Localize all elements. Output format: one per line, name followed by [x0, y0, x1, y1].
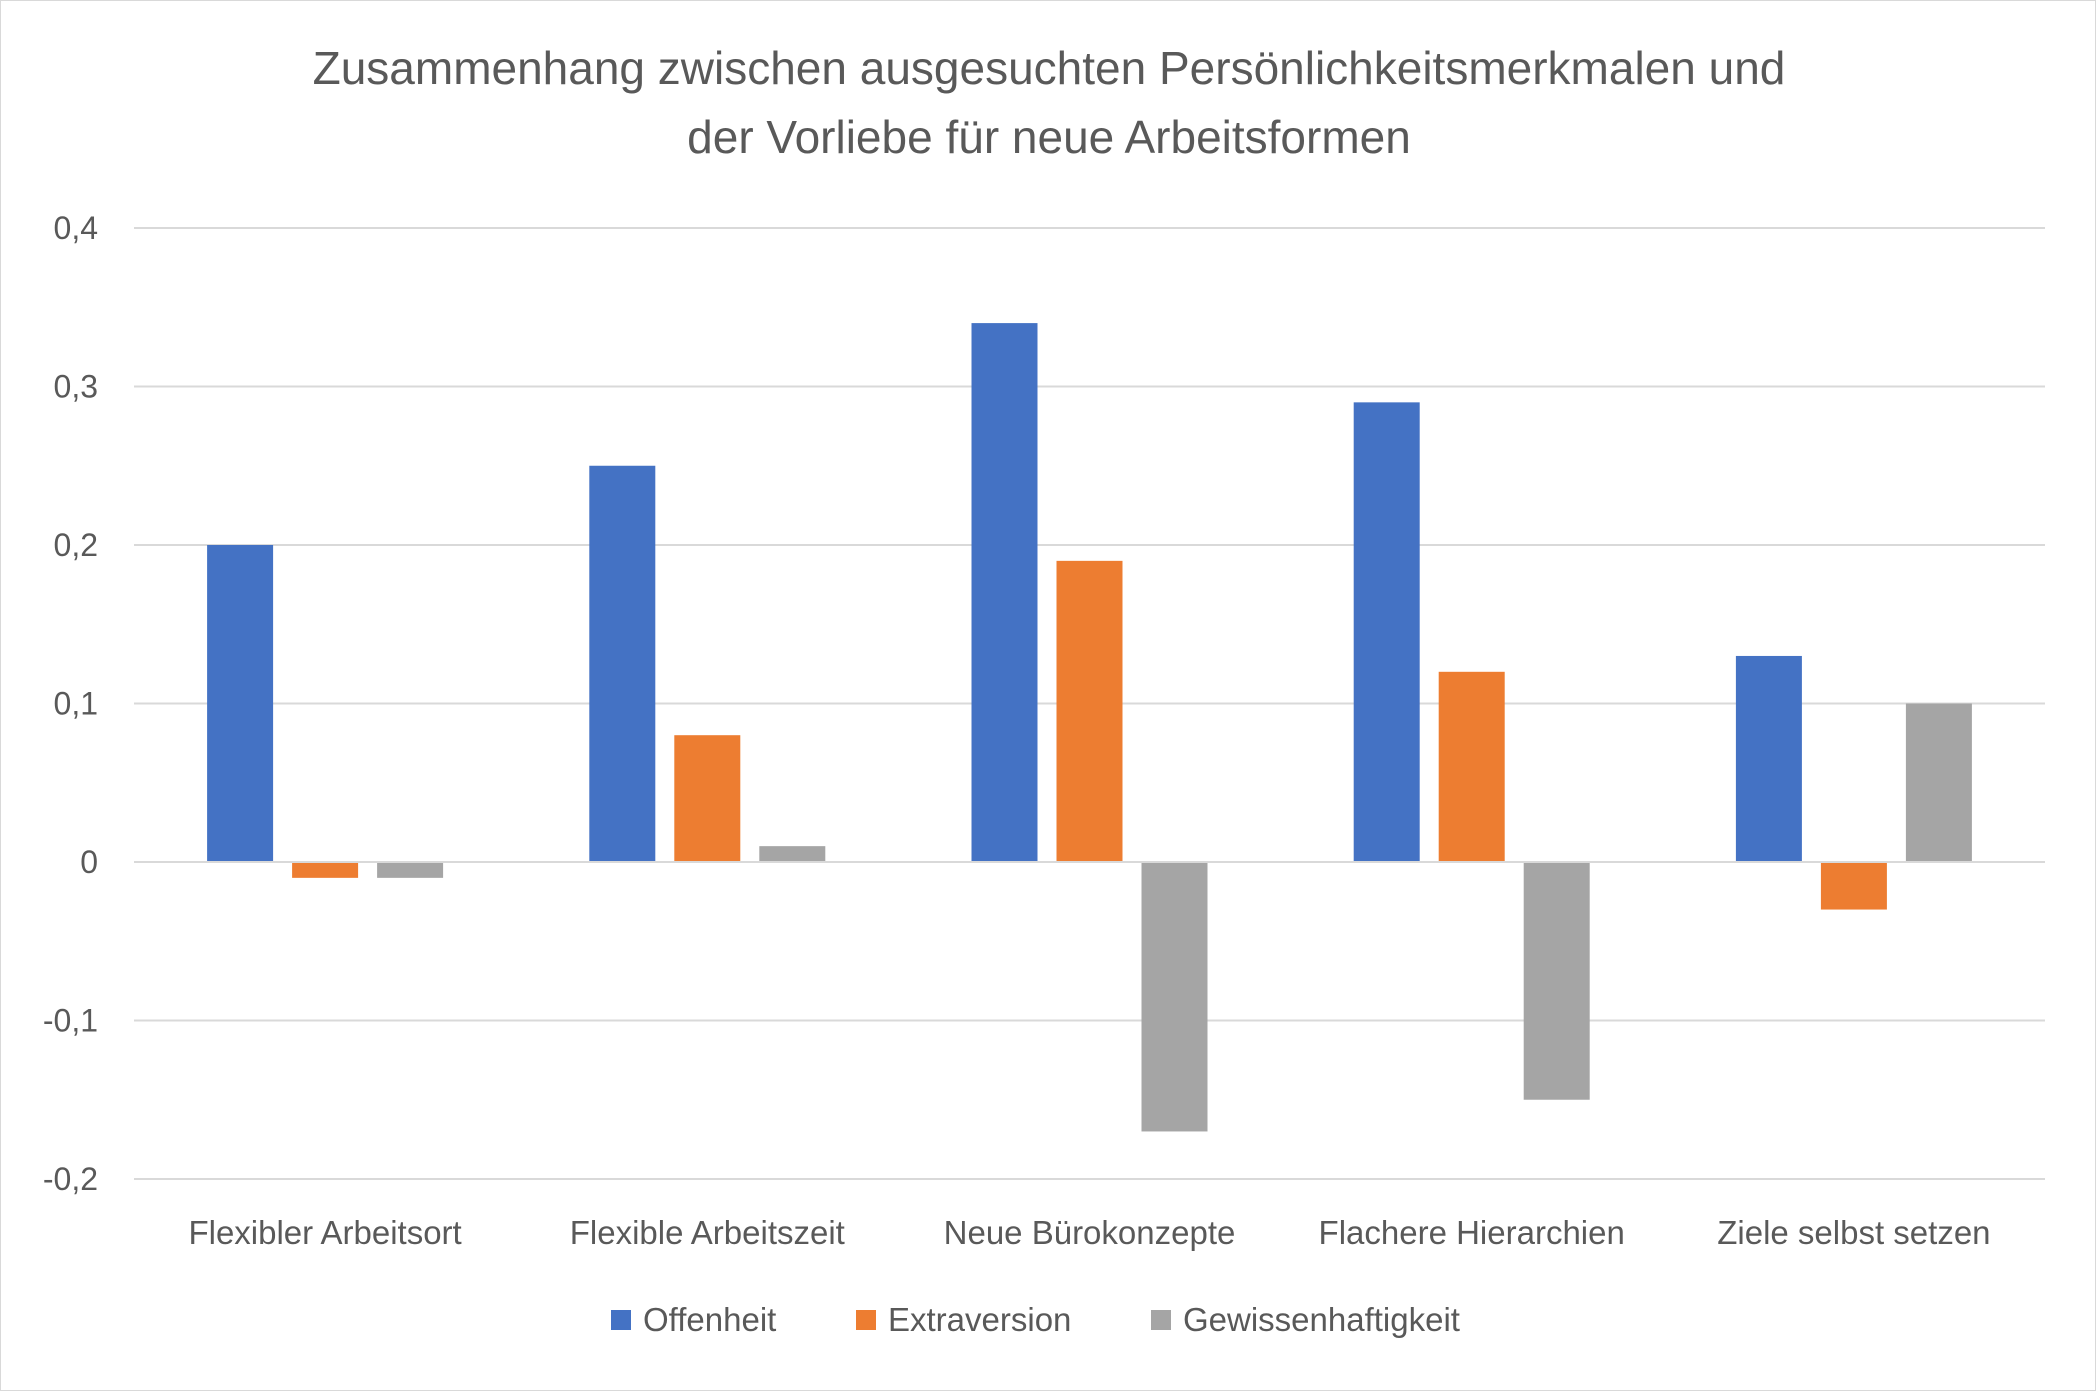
legend: Offenheit Extraversion Gewissenhaftigkeit	[611, 1301, 1460, 1338]
bar-gewissenhaftigkeit-3	[1141, 862, 1208, 1132]
legend-label-extraversion: Extraversion	[888, 1301, 1071, 1338]
y-tick-label: 0,1	[54, 686, 98, 722]
y-tick-label: 0,2	[54, 527, 98, 563]
legend-swatch-offenheit	[611, 1310, 631, 1330]
bar-offenheit-4	[1353, 402, 1420, 862]
bar-extraversion-5	[1820, 862, 1887, 910]
bar-extraversion-1	[292, 862, 359, 878]
chart-title-line-1: Zusammenhang zwischen ausgesuchten Persö…	[313, 42, 1786, 94]
x-axis-categories: Flexibler Arbeitsort Flexible Arbeitszeit…	[188, 1214, 1990, 1251]
y-tick-label: 0	[80, 844, 98, 880]
y-tick-label: 0,3	[54, 369, 98, 405]
bar-offenheit-2	[589, 465, 656, 862]
bar-extraversion-2	[674, 735, 741, 862]
y-tick-label: 0,4	[54, 210, 98, 246]
legend-label-offenheit: Offenheit	[643, 1301, 776, 1338]
x-category-label: Flexibler Arbeitsort	[188, 1214, 461, 1251]
bar-gewissenhaftigkeit-1	[377, 862, 444, 878]
chart-title-line-2: der Vorliebe für neue Arbeitsformen	[687, 111, 1411, 163]
legend-label-gewissenhaftigkeit: Gewissenhaftigkeit	[1183, 1301, 1460, 1338]
bar-extraversion-4	[1438, 671, 1505, 862]
bar-offenheit-1	[207, 545, 274, 862]
y-tick-label: -0,2	[43, 1161, 98, 1197]
chart-title: Zusammenhang zwischen ausgesuchten Persö…	[313, 42, 1786, 163]
x-category-label: Neue Bürokonzepte	[944, 1214, 1236, 1251]
gridlines	[134, 227, 2045, 1180]
bar-gewissenhaftigkeit-4	[1523, 862, 1590, 1100]
bar-gewissenhaftigkeit-2	[759, 846, 826, 862]
bar-extraversion-3	[1056, 560, 1123, 862]
x-category-label: Flachere Hierarchien	[1319, 1214, 1625, 1251]
y-axis-ticks: 0,4 0,3 0,2 0,1 0 -0,1 -0,2	[43, 210, 98, 1197]
bar-gewissenhaftigkeit-5	[1905, 703, 1972, 862]
x-category-label: Flexible Arbeitszeit	[570, 1214, 845, 1251]
bar-offenheit-5	[1735, 655, 1802, 862]
x-category-label: Ziele selbst setzen	[1717, 1214, 1990, 1251]
legend-swatch-gewissenhaftigkeit	[1151, 1310, 1171, 1330]
bars	[207, 323, 1972, 1132]
bar-offenheit-3	[971, 323, 1038, 863]
legend-swatch-extraversion	[856, 1310, 876, 1330]
y-tick-label: -0,1	[43, 1003, 98, 1039]
